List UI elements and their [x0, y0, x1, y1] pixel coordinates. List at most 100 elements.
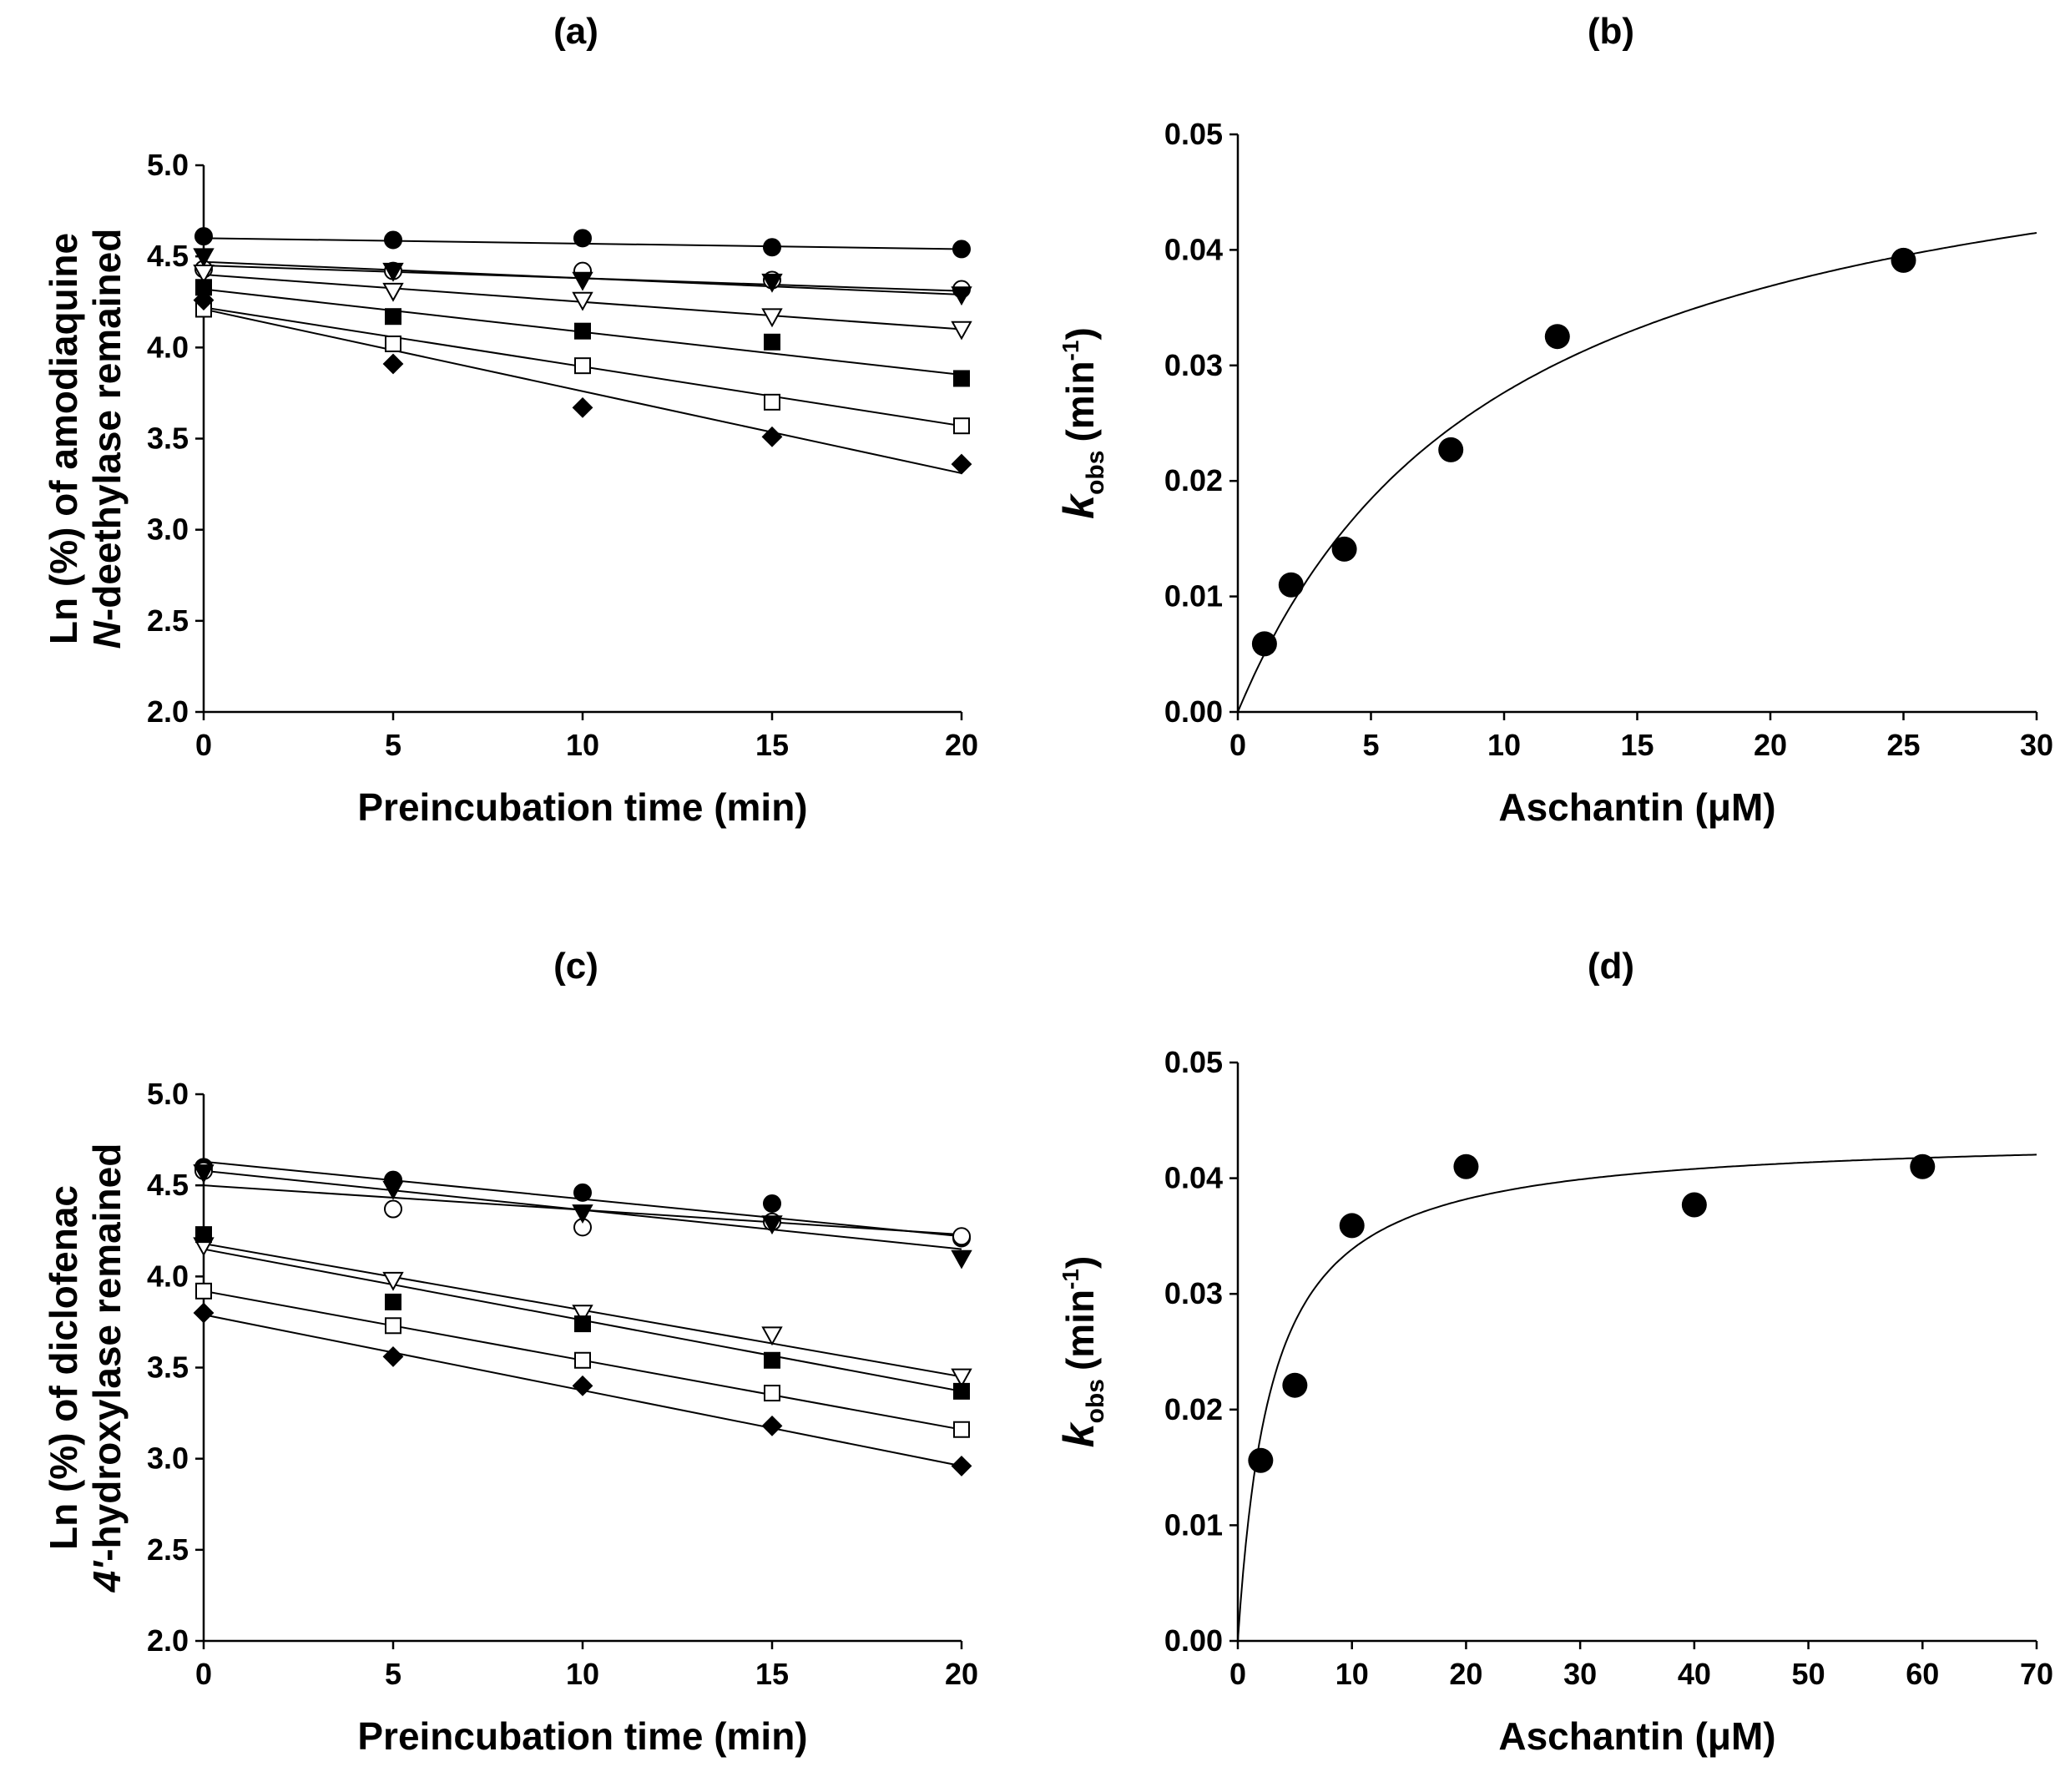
x-axis-label: Aschantin (μM): [1498, 785, 1775, 829]
y-tick-label: 2.0: [147, 1623, 189, 1658]
y-tick-label: 0.05: [1164, 117, 1223, 151]
x-tick-label: 0: [195, 1657, 212, 1691]
data-point: [764, 1351, 780, 1369]
data-point: [761, 273, 783, 293]
data-point: [572, 271, 593, 291]
y-axis-label: 4'-hydroxylase remained: [85, 1143, 129, 1593]
data-point: [764, 1385, 780, 1402]
data-point: [951, 286, 972, 306]
x-tick-label: 60: [1906, 1657, 1939, 1691]
y-tick-label: 3.0: [147, 512, 189, 547]
data-point: [951, 321, 972, 341]
y-tick-label: 0.03: [1164, 1276, 1223, 1310]
data-point: [1544, 324, 1570, 350]
x-tick-label: 10: [1487, 728, 1521, 762]
y-tick-label: 0.01: [1164, 579, 1223, 613]
y-tick-label: 5.0: [147, 1077, 189, 1111]
x-tick-label: 50: [1792, 1657, 1825, 1691]
data-point: [951, 453, 972, 475]
panel-title: (d): [1588, 946, 1634, 987]
x-tick-label: 30: [1563, 1657, 1597, 1691]
x-tick-label: 20: [1449, 1657, 1482, 1691]
data-point: [193, 1164, 215, 1184]
x-tick-label: 5: [385, 1657, 401, 1691]
data-point: [574, 1315, 591, 1333]
y-tick-label: 4.5: [147, 1168, 189, 1202]
y-axis-label: N-deethylase remained: [85, 229, 129, 649]
data-point: [572, 396, 593, 418]
x-tick-label: 30: [2020, 728, 2053, 762]
y-axis-label: kobs(min-1): [1055, 1256, 1109, 1448]
x-tick-label: 25: [1886, 728, 1920, 762]
data-point: [764, 393, 780, 411]
panel-title: (c): [553, 946, 598, 987]
data-point: [1438, 437, 1464, 462]
fit-curve: [1237, 1153, 2037, 1642]
panel-title: (b): [1588, 11, 1634, 52]
data-point: [1891, 247, 1916, 273]
data-point: [951, 1249, 972, 1270]
x-axis-label: Preincubation time (min): [357, 1714, 807, 1758]
y-tick-label: 0.04: [1164, 1161, 1223, 1195]
x-tick-label: 20: [945, 728, 978, 762]
data-point: [385, 1293, 401, 1310]
y-tick-label: 3.0: [147, 1441, 189, 1476]
data-point: [952, 1227, 971, 1246]
x-tick-label: 0: [195, 728, 212, 762]
x-tick-label: 15: [1620, 728, 1654, 762]
data-point: [573, 1183, 592, 1202]
data-point: [1910, 1153, 1936, 1179]
y-tick-label: 0.04: [1164, 232, 1223, 266]
data-point: [382, 262, 404, 282]
y-tick-label: 0.01: [1164, 1507, 1223, 1542]
x-tick-label: 5: [1362, 728, 1379, 762]
y-tick-label: 4.0: [147, 330, 189, 364]
data-point: [385, 335, 401, 352]
data-point: [193, 290, 215, 310]
data-point: [385, 1317, 401, 1335]
data-point: [1331, 536, 1357, 562]
y-axis-label: Ln (%) of diclofenac: [42, 1185, 85, 1550]
data-point: [573, 229, 592, 248]
data-point: [382, 1180, 404, 1200]
data-point: [763, 1194, 781, 1213]
panel-title: (a): [553, 11, 598, 52]
data-point: [384, 230, 402, 250]
data-point: [761, 1215, 783, 1235]
data-point: [574, 322, 591, 340]
y-tick-label: 5.0: [147, 148, 189, 182]
data-point: [195, 1226, 212, 1244]
data-point: [193, 1302, 215, 1324]
x-tick-label: 0: [1229, 1657, 1246, 1691]
data-point: [382, 282, 404, 302]
chart-panel-2: (b) 0.00 0.01 0.02 0.03 0.04 0.05 0 5 10 15 20 25 30 A…: [1055, 11, 2053, 829]
fit-curve: [1237, 232, 2037, 713]
x-tick-label: 10: [566, 1657, 599, 1691]
data-point: [951, 1368, 972, 1388]
y-tick-label: 0.03: [1164, 348, 1223, 382]
y-tick-label: 0.02: [1164, 463, 1223, 497]
x-axis-label: Aschantin (μM): [1498, 1714, 1775, 1758]
data-point: [953, 370, 970, 387]
x-tick-label: 15: [755, 1657, 789, 1691]
y-axis-label: Ln (%) of amodiaquine: [42, 233, 85, 644]
data-point: [384, 1199, 402, 1219]
data-point: [385, 308, 401, 326]
data-point: [1453, 1153, 1479, 1179]
y-tick-label: 2.5: [147, 1532, 189, 1567]
data-point: [193, 248, 215, 268]
data-point: [195, 1282, 212, 1300]
data-point: [1251, 631, 1277, 657]
chart-panel-4: (d) 0.00 0.01 0.02 0.03 0.04 0.05 0 10 20 30 40 50 60…: [1055, 946, 2053, 1758]
data-point: [194, 227, 213, 246]
y-tick-label: 4.5: [147, 239, 189, 273]
data-point: [574, 357, 591, 375]
data-point: [1339, 1213, 1365, 1239]
x-tick-label: 10: [566, 728, 599, 762]
x-tick-label: 15: [755, 728, 789, 762]
data-point: [953, 1382, 970, 1400]
data-point: [1248, 1447, 1274, 1473]
y-tick-label: 2.5: [147, 603, 189, 638]
data-point: [1282, 1372, 1308, 1398]
data-point: [951, 1455, 972, 1477]
